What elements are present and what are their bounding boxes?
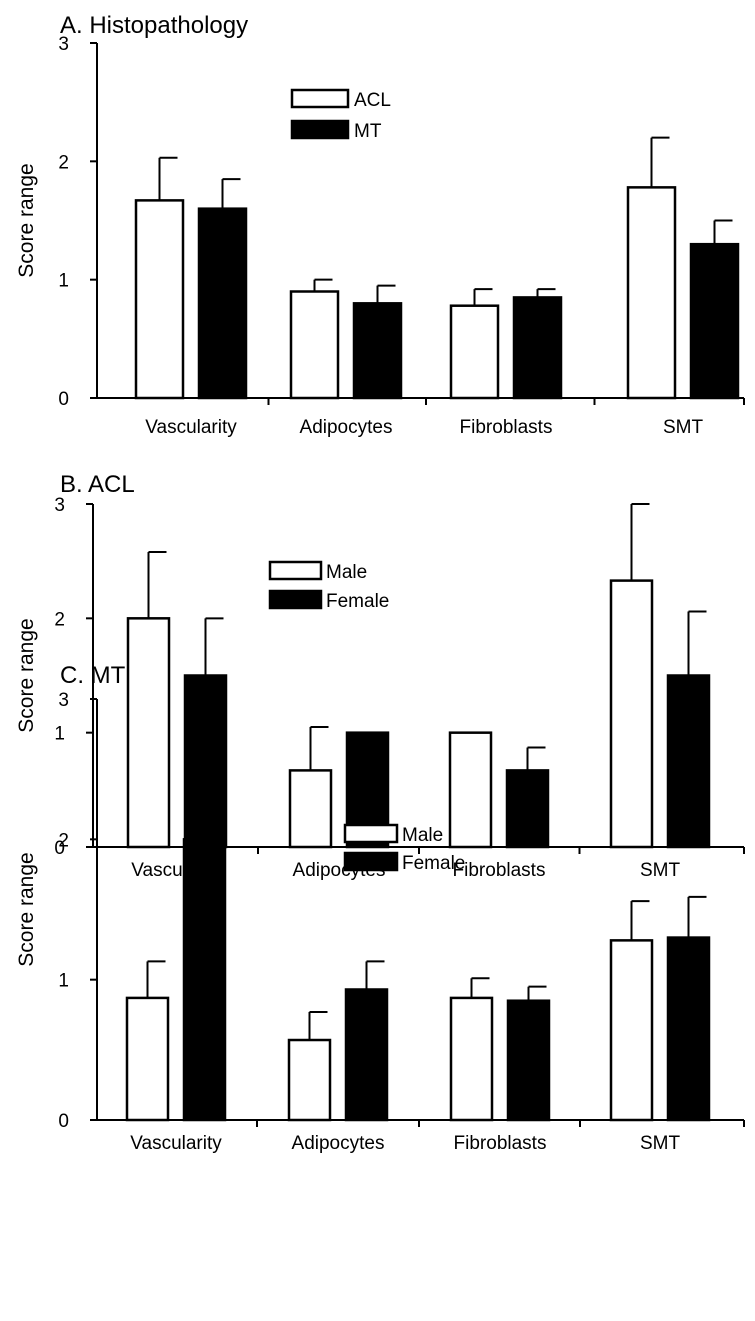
y-tick-label: 1 <box>54 724 65 745</box>
y-tick-label: 2 <box>58 830 69 851</box>
category-label: Fibroblasts <box>454 1133 547 1154</box>
bar <box>126 617 171 849</box>
legend-label: ACL <box>354 90 391 111</box>
bar <box>449 304 500 400</box>
category-label: Adipocytes <box>300 417 393 438</box>
chart-title: C. MT <box>60 662 126 689</box>
chart-panel-1: A. Histopathology 0 1 2 3 Score range Vascular… <box>15 12 745 438</box>
category-label: Vascularity <box>130 1133 222 1154</box>
legend-label: MT <box>354 121 382 142</box>
legend-swatch <box>343 823 399 844</box>
bar <box>609 579 654 849</box>
y-tick-label: 3 <box>54 495 65 516</box>
bar <box>197 207 248 400</box>
bar <box>288 769 333 849</box>
legend-label: Male <box>402 825 443 846</box>
category-label: Vascularity <box>145 417 237 438</box>
bar <box>289 290 340 400</box>
legend-swatch <box>290 88 350 109</box>
legend-swatch <box>343 851 399 872</box>
bar <box>449 996 494 1122</box>
y-axis-title: Score range <box>15 163 38 277</box>
significance-marker: * <box>199 763 211 796</box>
legend-label: Female <box>326 591 389 612</box>
bar <box>626 186 677 400</box>
category-label: SMT <box>663 417 704 438</box>
y-tick-label: 3 <box>58 34 69 55</box>
legend-label: Female <box>402 853 465 874</box>
y-tick-label: 3 <box>58 690 69 711</box>
bar <box>505 769 550 849</box>
legend-label: Male <box>326 562 367 583</box>
category-label: Fibroblasts <box>460 417 553 438</box>
chart-panel-3: C. MT 0 1 2 3 Score range Vascularity Adipocyte… <box>15 662 745 1154</box>
legend-swatch <box>268 589 323 610</box>
legend-swatch <box>268 560 323 581</box>
bar <box>689 242 740 400</box>
bar <box>183 674 228 849</box>
category-label: SMT <box>640 860 681 881</box>
y-tick-label: 0 <box>58 389 69 410</box>
bar <box>134 199 185 400</box>
y-tick-label: 2 <box>54 609 65 630</box>
y-axis-title: Score range <box>15 852 38 966</box>
y-tick-label: 1 <box>58 271 69 292</box>
bar <box>506 999 551 1122</box>
bar <box>448 731 493 849</box>
category-label: SMT <box>640 1133 681 1154</box>
chart-title: A. Histopathology <box>60 12 248 39</box>
bar <box>609 939 654 1122</box>
y-tick-label: 0 <box>58 1111 69 1132</box>
bar <box>182 838 227 1122</box>
bar <box>344 988 389 1122</box>
category-label: Adipocytes <box>292 1133 385 1154</box>
chart-title: B. ACL <box>60 471 135 498</box>
bar <box>666 936 711 1122</box>
y-tick-label: 2 <box>58 152 69 173</box>
legend-swatch <box>290 119 350 140</box>
bar <box>125 996 170 1122</box>
bar <box>352 302 403 400</box>
y-tick-label: 1 <box>58 971 69 992</box>
bar <box>666 674 711 849</box>
bar <box>512 296 563 400</box>
y-axis-title: Score range <box>15 618 38 732</box>
y-tick-label: 0 <box>54 838 65 859</box>
bar <box>287 1038 332 1122</box>
category-label: Fibroblasts <box>453 860 546 881</box>
